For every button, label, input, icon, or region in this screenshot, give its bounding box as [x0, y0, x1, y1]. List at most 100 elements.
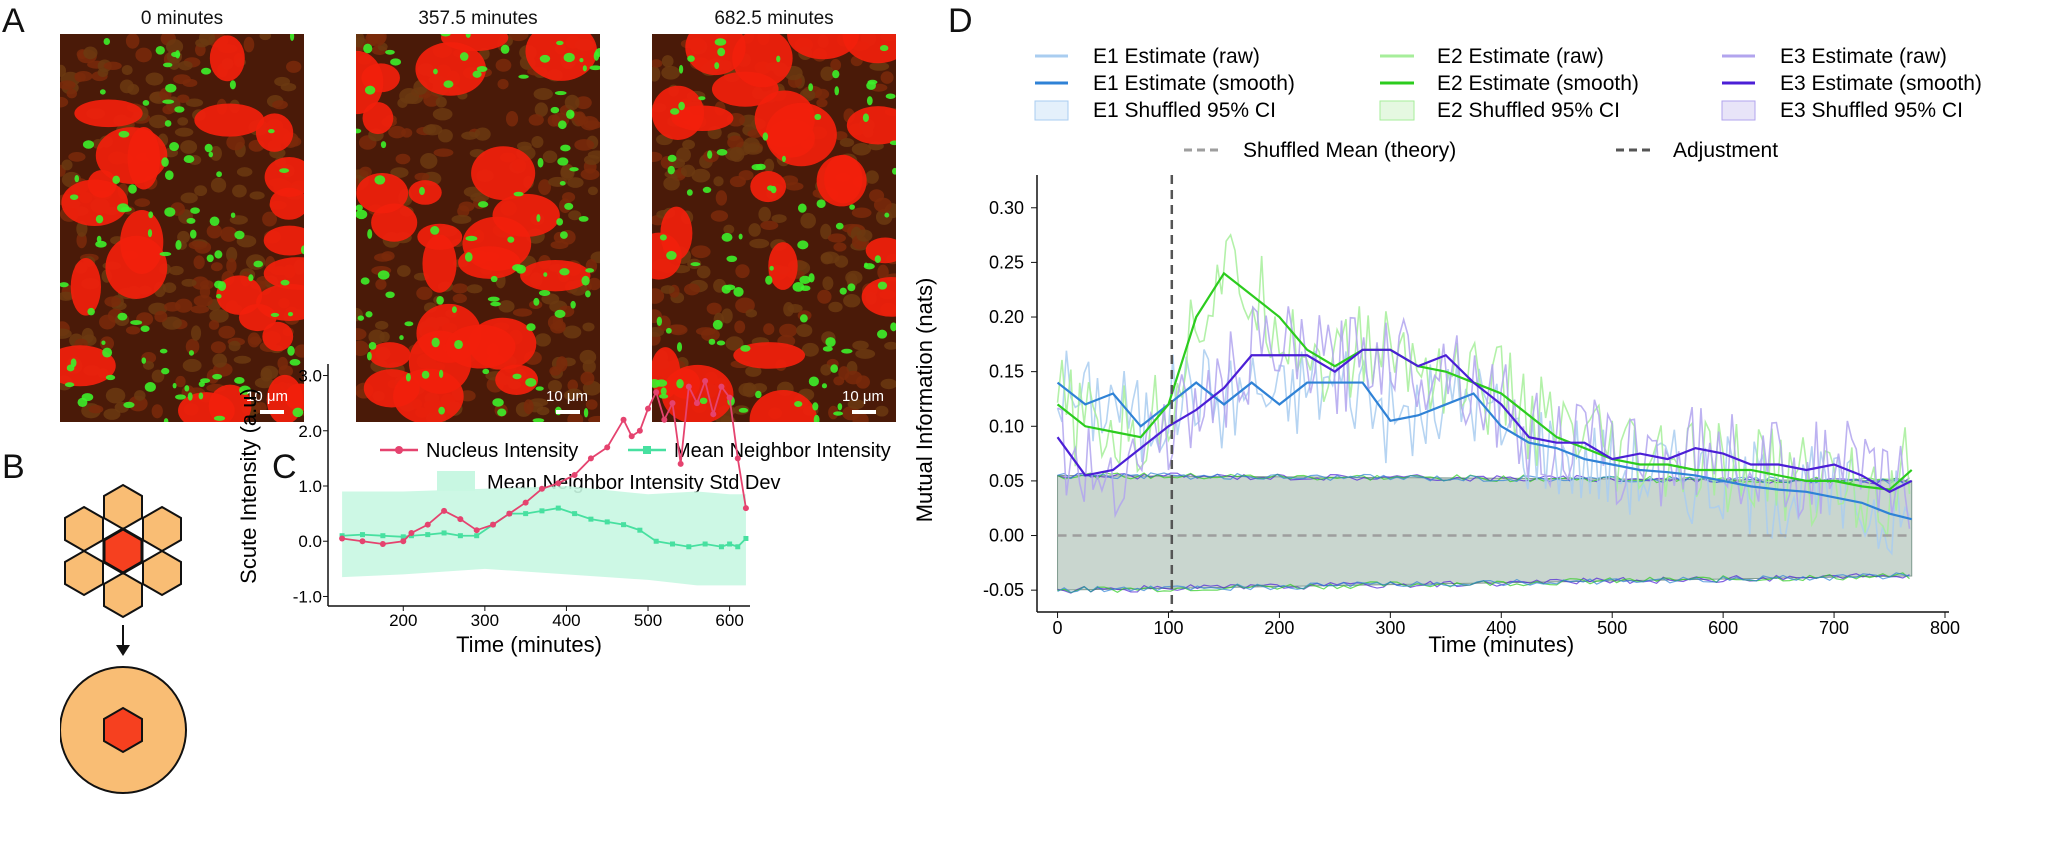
micro-green-spot: [582, 65, 587, 72]
micro-nucleus: [763, 323, 775, 335]
micro-nucleus: [556, 356, 568, 372]
c-point-nucleus: [636, 427, 643, 434]
micro-nucleus: [579, 349, 597, 365]
micro-nucleus: [505, 110, 519, 127]
micro-green-spot: [377, 270, 390, 280]
micro-nucleus: [680, 164, 696, 178]
micro-nucleus: [828, 405, 839, 420]
micro-green-spot: [117, 203, 130, 213]
micro-nucleus: [74, 71, 93, 82]
micro-green-spot: [451, 306, 457, 313]
micro-nucleus: [395, 153, 411, 165]
micro-green-spot: [862, 113, 869, 122]
micro-green-spot: [390, 58, 402, 66]
micro-nucleus: [735, 264, 750, 279]
micro-green-spot: [239, 385, 251, 395]
micro-nucleus: [356, 34, 365, 48]
micro-green-spot: [200, 378, 211, 384]
micro-nucleus: [193, 295, 213, 307]
micro-nucleus: [432, 107, 453, 121]
micro-green-spot: [165, 83, 177, 93]
d-ylabel: Mutual Information (nats): [912, 278, 937, 523]
micro-nucleus: [105, 387, 126, 404]
micro-nucleus: [356, 340, 369, 356]
micro-green-spot: [835, 222, 844, 230]
micro-nucleus: [162, 282, 177, 293]
c-point-nucleus: [718, 383, 725, 390]
micro-green-spot: [676, 378, 684, 389]
micro-green-spot: [230, 212, 236, 218]
d-ytick: -0.05: [983, 580, 1024, 600]
micro-green-spot: [740, 344, 751, 352]
legend-mean: Shuffled Mean (theory): [1243, 139, 1456, 162]
micro-green-spot: [877, 281, 888, 290]
micro-green-spot: [822, 346, 833, 352]
c-point-nucleus: [339, 535, 346, 542]
micro-green-spot: [799, 314, 808, 323]
micro-green-spot: [209, 216, 220, 226]
micro-green-spot: [399, 335, 404, 341]
d-xtick: 600: [1708, 618, 1738, 638]
micro-nucleus: [228, 340, 241, 352]
micro-green-spot: [385, 291, 395, 299]
micro-green-spot: [175, 240, 182, 250]
c-point-neighbor: [425, 532, 431, 538]
micro-green-spot: [550, 106, 560, 114]
micro-green-spot: [96, 235, 102, 243]
micro-green-spot: [559, 231, 568, 239]
c-point-nucleus: [620, 416, 627, 423]
micro-nucleus: [88, 404, 104, 414]
micro-green-spot: [289, 34, 295, 42]
d-xtick: 500: [1597, 618, 1627, 638]
micro-nucleus: [820, 66, 835, 81]
micro-green-spot: [175, 50, 181, 59]
c-point-nucleus: [359, 538, 366, 545]
micro-green-spot: [563, 52, 575, 63]
micro-green-spot: [821, 383, 828, 389]
micro-nucleus: [61, 159, 73, 171]
micro-green-spot: [533, 297, 540, 306]
micro-green-spot: [147, 229, 153, 238]
micro-nucleus: [585, 399, 598, 410]
micro-green-spot: [716, 340, 726, 346]
micro-nucleus: [706, 302, 722, 315]
micro-nucleus: [828, 301, 843, 313]
micro-green-spot: [716, 148, 728, 156]
d-ci-lower-edge: [1057, 572, 1910, 593]
micro-nucleus: [820, 251, 840, 264]
micro-nucleus: [180, 192, 198, 204]
hex-neighbor: [142, 549, 182, 597]
micro-nucleus: [433, 148, 454, 157]
micro-green-spot: [755, 163, 766, 171]
micro-red-cell: [865, 237, 896, 264]
micro-nucleus: [884, 341, 896, 350]
c-point-neighbor: [604, 519, 610, 525]
micro-nucleus: [435, 96, 447, 108]
legend-neighbor-label: Mean Neighbor Intensity: [674, 440, 891, 462]
micro-green-spot: [585, 268, 595, 273]
micro-nucleus: [474, 127, 491, 141]
micro-nucleus: [796, 323, 813, 338]
micro-nucleus: [580, 371, 595, 386]
micro-green-spot: [380, 141, 387, 149]
micro-nucleus: [176, 94, 190, 104]
micro-green-spot: [714, 62, 720, 70]
micro-red-cell: [61, 179, 129, 226]
micro-green-spot: [666, 250, 677, 260]
d-raw-line: [1057, 305, 1911, 529]
micro-green-spot: [163, 418, 169, 422]
center-hex-in-circle: [103, 706, 143, 754]
micro-nucleus: [229, 215, 248, 225]
micro-nucleus: [177, 117, 189, 126]
micro-green-spot: [699, 397, 708, 405]
micro-green-spot: [841, 348, 853, 354]
c-point-nucleus: [457, 516, 464, 523]
legend-e1-raw: E1 Estimate (raw): [1093, 45, 1260, 68]
micro-green-spot: [270, 312, 280, 318]
micro-green-spot: [698, 96, 706, 101]
micro-green-spot: [367, 351, 372, 361]
micro-red-cell: [732, 34, 793, 88]
micro-nucleus: [226, 247, 238, 263]
c-xlabel: Time (minutes): [456, 632, 602, 657]
micro-green-spot: [87, 307, 95, 316]
